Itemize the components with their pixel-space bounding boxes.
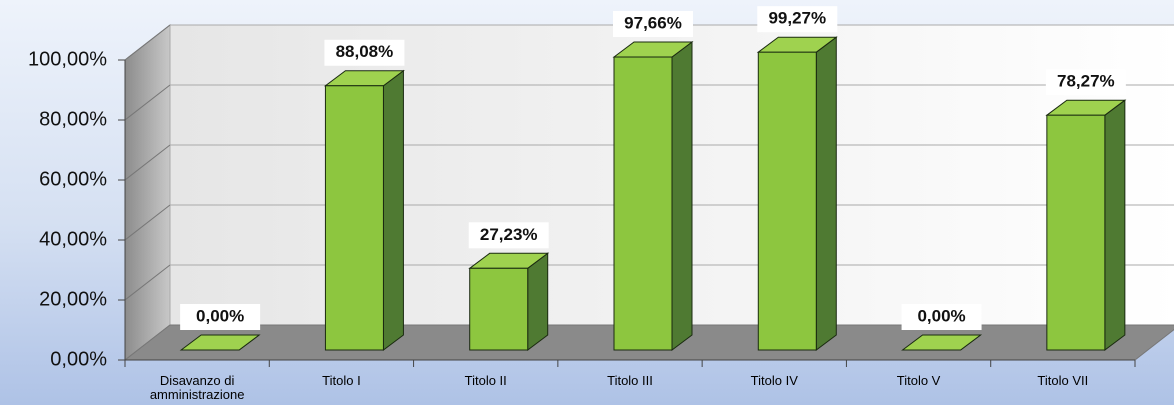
y-tick-label: 80,00%: [39, 108, 107, 130]
value-label: 0,00%: [917, 306, 965, 325]
value-label-box: [468, 222, 549, 249]
bar: [756, 36, 838, 351]
x-tick-label: Disavanzo di amministrazione: [149, 373, 245, 402]
grid-line: [124, 144, 171, 181]
bar-front: [1046, 114, 1106, 351]
bar-front: [469, 267, 529, 351]
x-tick-label: Titolo V: [896, 373, 941, 388]
grid-line: [124, 264, 171, 301]
grid-line: [124, 84, 171, 121]
bar: [901, 334, 983, 351]
x-tick-label: Titolo III: [607, 373, 653, 388]
y-tick-label: 0,00%: [50, 348, 107, 370]
bar-top: [179, 334, 261, 351]
value-label: 97,66%: [624, 14, 682, 33]
y-tick-label: 20,00%: [39, 288, 107, 310]
y-tick-label: 100,00%: [28, 48, 107, 70]
bar-side: [1104, 99, 1126, 351]
value-label-box: [324, 39, 405, 66]
bar: [179, 334, 261, 351]
y-tick-label: 40,00%: [39, 228, 107, 250]
value-label: 88,08%: [336, 42, 394, 61]
bar-side: [671, 41, 693, 351]
value-label: 99,27%: [768, 9, 826, 28]
bar-front: [757, 51, 817, 351]
bar-side: [382, 69, 404, 351]
x-tick-label: Titolo IV: [750, 373, 798, 388]
value-label: 78,27%: [1057, 72, 1115, 91]
value-label-box: [757, 6, 838, 33]
x-tick-label: Titolo VII: [1037, 373, 1089, 388]
value-label-box: [901, 304, 982, 330]
value-label-box: [613, 11, 693, 38]
grid-line: [124, 24, 171, 61]
bar: [1045, 99, 1127, 351]
left-wall: [124, 23, 171, 362]
bar-side: [527, 252, 549, 351]
value-label-box: [180, 304, 261, 330]
x-tick-label: Titolo I: [322, 373, 361, 388]
bar-front: [613, 56, 673, 351]
value-label: 27,23%: [480, 225, 538, 244]
grid-line: [124, 204, 171, 241]
y-tick-label: 60,00%: [39, 168, 107, 190]
value-label-box: [1045, 69, 1126, 96]
bar: [468, 252, 550, 351]
value-label: 0,00%: [196, 306, 244, 325]
bar-front: [324, 85, 384, 351]
bar: [612, 41, 694, 351]
x-tick-label: Titolo II: [464, 373, 507, 388]
bar-top: [901, 334, 983, 351]
bar: [323, 69, 405, 351]
bar-side: [815, 36, 837, 351]
